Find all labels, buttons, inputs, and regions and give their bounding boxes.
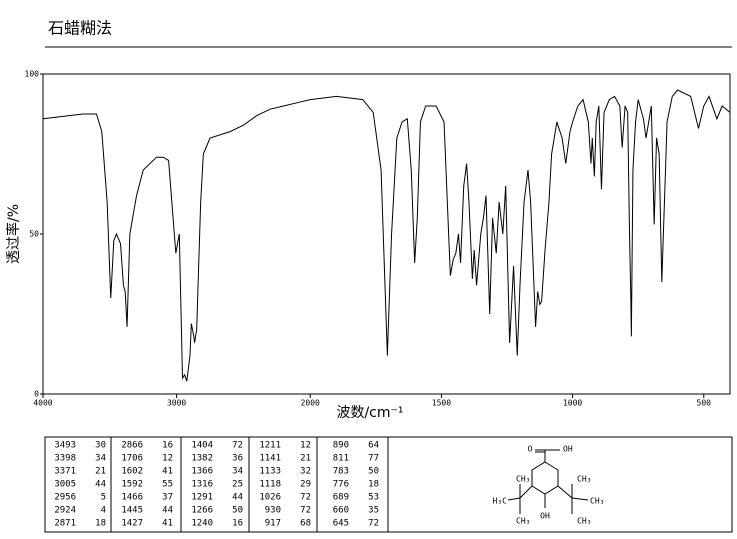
peak-wavenumber: 1118 [259,480,281,490]
peak-wavenumber: 1240 [191,519,213,529]
structure-label: O [528,445,533,454]
peak-transmittance: 37 [162,493,173,503]
peak-wavenumber: 2866 [121,441,143,451]
peak-transmittance: 55 [162,480,173,490]
peak-transmittance: 12 [300,441,311,451]
peak-transmittance: 72 [368,519,379,529]
peak-wavenumber: 1427 [121,519,143,529]
peak-transmittance: 32 [300,467,311,477]
peak-transmittance: 53 [368,493,379,503]
peak-wavenumber: 1141 [259,454,281,464]
peak-wavenumber: 3005 [54,480,76,490]
peak-transmittance: 34 [95,454,106,464]
structure-label: CH₃ [590,497,604,506]
y-axis-label: 透过率/% [5,204,22,264]
peak-wavenumber: 645 [333,519,349,529]
peak-wavenumber: 3398 [54,454,76,464]
structure-label: CH₃ [516,517,530,526]
peak-transmittance: 44 [232,493,243,503]
peak-wavenumber: 1404 [191,441,213,451]
peak-wavenumber: 1466 [121,493,143,503]
y-tick-label: 100 [25,70,40,79]
peak-transmittance: 41 [162,467,173,477]
peak-wavenumber: 2871 [54,519,76,529]
peak-wavenumber: 1445 [121,506,143,516]
peak-transmittance: 64 [368,441,379,451]
peak-transmittance: 21 [95,467,106,477]
peak-wavenumber: 1382 [191,454,213,464]
structure-label: OH [540,512,550,521]
peak-wavenumber: 3371 [54,467,76,477]
y-tick-label: 0 [34,390,39,399]
peak-transmittance: 12 [162,454,173,464]
peak-wavenumber: 1366 [191,467,213,477]
spectrum-line [42,89,731,382]
structure-label: H₃C [493,497,508,506]
peak-transmittance: 16 [162,441,173,451]
structure-frame [387,436,733,533]
peak-transmittance: 29 [300,480,311,490]
peak-transmittance: 41 [162,519,173,529]
peak-transmittance: 72 [300,506,311,516]
peak-wavenumber: 1316 [191,480,213,490]
peak-transmittance: 36 [232,454,243,464]
x-tick-label: 2000 [301,399,320,408]
peak-wavenumber: 1592 [121,480,143,490]
peak-transmittance: 72 [300,493,311,503]
peak-wavenumber: 660 [333,506,349,516]
peak-transmittance: 18 [368,480,379,490]
peak-wavenumber: 776 [333,480,349,490]
peak-transmittance: 50 [232,506,243,516]
peak-wavenumber: 1706 [121,454,143,464]
peak-transmittance: 16 [232,519,243,529]
peak-transmittance: 18 [95,519,106,529]
peak-transmittance: 5 [101,493,106,503]
peak-wavenumber: 811 [333,454,349,464]
peak-wavenumber: 1211 [259,441,281,451]
plot-frame [42,73,731,395]
peak-wavenumber: 689 [333,493,349,503]
structure-label: OH [563,445,573,454]
peak-transmittance: 25 [232,480,243,490]
peak-wavenumber: 1291 [191,493,213,503]
x-tick-label: 500 [697,399,712,408]
peak-wavenumber: 2924 [54,506,76,516]
x-tick-label: 4000 [33,399,52,408]
peak-wavenumber: 930 [265,506,281,516]
x-tick-label: 1500 [432,399,451,408]
peak-transmittance: 50 [368,467,379,477]
peak-transmittance: 68 [300,519,311,529]
peak-transmittance: 30 [95,441,106,451]
peak-wavenumber: 1133 [259,467,281,477]
peak-wavenumber: 1026 [259,493,281,503]
x-axis-label: 波数/cm⁻¹ [336,405,403,421]
peak-wavenumber: 890 [333,441,349,451]
peak-wavenumber: 917 [265,519,281,529]
y-tick-label: 50 [29,230,39,239]
peak-wavenumber: 2956 [54,493,76,503]
peak-transmittance: 21 [300,454,311,464]
peak-transmittance: 4 [101,506,106,516]
page-title: 石蜡糊法 [48,19,112,38]
peak-wavenumber: 3493 [54,441,76,451]
structure-label: CH₃ [577,475,591,484]
peak-transmittance: 44 [162,506,173,516]
x-tick-label: 1000 [563,399,582,408]
x-tick-label: 3000 [167,399,186,408]
structure-bonds [507,449,589,514]
peak-wavenumber: 1266 [191,506,213,516]
peak-transmittance: 34 [232,467,243,477]
peak-wavenumber: 1602 [121,467,143,477]
peak-transmittance: 35 [368,506,379,516]
peak-wavenumber: 783 [333,467,349,477]
peak-transmittance: 72 [232,441,243,451]
structure-label: CH₃ [577,517,591,526]
peak-transmittance: 44 [95,480,106,490]
structure-label: CH₃ [516,475,530,484]
peak-transmittance: 77 [368,454,379,464]
